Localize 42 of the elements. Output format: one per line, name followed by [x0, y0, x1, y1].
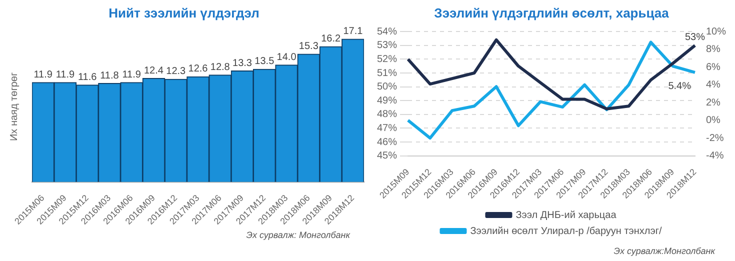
data-label: 12.3: [166, 66, 186, 78]
chart-title: Зээлийн үлдэгдлийн өсөлт, харьцаа: [434, 5, 670, 20]
data-label: 11.6: [78, 72, 98, 84]
y-tick-label: 46%: [377, 136, 398, 148]
y-tick-label: 48%: [377, 109, 398, 120]
data-label: 12.4: [144, 65, 164, 76]
text: Эх сурвалж: Монголбанк: [245, 230, 352, 240]
y-tick-label: 53%: [377, 40, 398, 52]
legend-label: Зээл ДНБ-ий харьцаа: [516, 210, 617, 221]
y-tick-label: 47%: [377, 122, 398, 134]
y2-tick-label: 2%: [706, 97, 721, 108]
data-label: 53%: [684, 32, 706, 44]
y-tick-label: 54%: [377, 26, 398, 38]
data-label: 11.9: [56, 70, 75, 81]
y2-tick-label: 8%: [706, 44, 721, 56]
y-tick-label: 51%: [377, 68, 398, 79]
y-tick-label: 52%: [377, 54, 398, 65]
data-label: 14.0: [276, 52, 297, 63]
data-label: 11.9: [122, 70, 142, 81]
y2-tick-label: 0%: [706, 115, 721, 126]
y2-tick-label: -4%: [706, 150, 724, 162]
data-label: 5.4%: [668, 81, 692, 92]
data-label: 11.9: [34, 70, 53, 81]
y-tick-label: 49%: [377, 95, 398, 106]
data-label: 12.6: [188, 64, 208, 75]
data-label: 16.2: [321, 34, 341, 45]
data-label: 15.3: [298, 41, 319, 52]
y2-tick-label: 6%: [706, 62, 721, 73]
data-label: 11.8: [100, 70, 120, 82]
y2-tick-label: 4%: [706, 80, 721, 91]
data-label: 12.8: [210, 62, 230, 73]
data-label: 13.3: [232, 58, 252, 69]
legend-label: Зээлийн өсөлт Улирал-р /баруун тэнхлэг/: [470, 226, 662, 237]
data-label: 17.1: [343, 26, 364, 38]
y-tick-label: 50%: [377, 82, 398, 93]
y-tick-label: 45%: [377, 150, 398, 162]
y2-tick-label: 10%: [706, 26, 726, 38]
data-label: 13.5: [254, 56, 275, 68]
y-axis-title: Их наяд төгрөг: [8, 72, 20, 142]
y2-tick-label: -2%: [706, 132, 724, 144]
chart-title: Нийт зээлийн үлдэгдэл: [108, 5, 260, 20]
text: Эх сурвалж:Монголбанк: [612, 246, 716, 256]
